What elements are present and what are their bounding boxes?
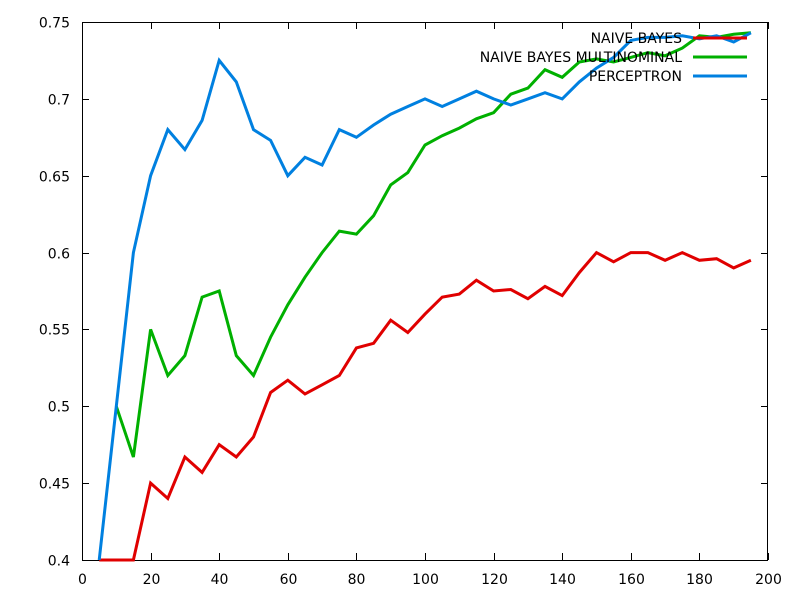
x-axis: 0 20 40 60 80 100 120 140 160 180 200	[78, 22, 782, 588]
legend: NAIVE BAYES NAIVE BAYES MULTINOMINAL PERCE…	[480, 31, 747, 85]
series-line-1	[114, 31, 752, 458]
legend-label: NAIVE BAYES	[591, 31, 683, 47]
x-tick-label: 140	[549, 572, 576, 588]
series-layer	[97, 31, 752, 562]
x-tick-label: 180	[686, 572, 713, 588]
y-tick-label: 0.65	[39, 170, 70, 186]
plot-frame	[82, 22, 768, 561]
y-tick-label: 0.75	[39, 16, 70, 32]
x-tick-label: 60	[280, 572, 298, 588]
y-tick-label: 0.5	[48, 400, 70, 416]
y-tick-label: 0.45	[39, 477, 70, 493]
y-tick-label: 0.7	[48, 93, 70, 109]
x-tick-label: 200	[755, 572, 782, 588]
y-tick-label: 0.6	[48, 247, 70, 263]
y-tick-label: 0.4	[48, 554, 70, 570]
series-line-0	[99, 250, 752, 562]
legend-label: PERCEPTRON	[589, 69, 682, 85]
x-tick-label: 0	[78, 572, 87, 588]
x-tick-label: 160	[618, 572, 645, 588]
x-tick-label: 100	[412, 572, 439, 588]
x-tick-label: 20	[143, 572, 161, 588]
y-tick-label: 0.55	[39, 323, 70, 339]
x-tick-label: 40	[211, 572, 229, 588]
x-tick-label: 120	[481, 572, 508, 588]
series-line-2	[97, 31, 752, 561]
y-axis: 0.4 0.45 0.5 0.55 0.6 0.65 0.7 0.75	[39, 16, 768, 570]
x-tick-label: 80	[348, 572, 366, 588]
legend-label: NAIVE BAYES MULTINOMINAL	[480, 50, 683, 66]
